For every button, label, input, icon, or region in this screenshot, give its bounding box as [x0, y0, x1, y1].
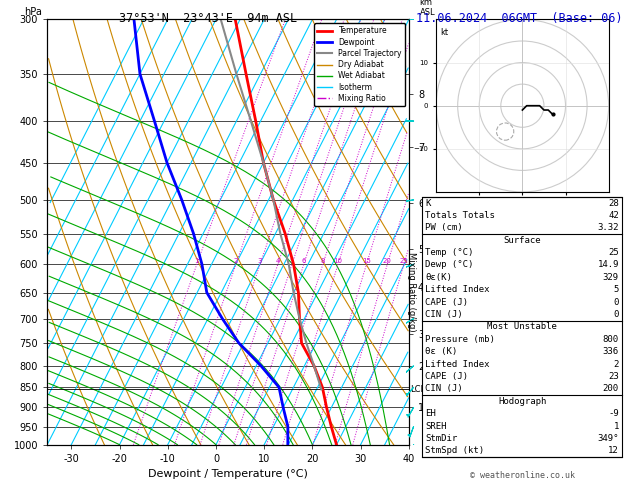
Text: 1: 1: [194, 258, 199, 264]
Text: 10: 10: [333, 258, 343, 264]
Text: kt: kt: [440, 28, 448, 37]
Text: θε(K): θε(K): [425, 273, 452, 282]
Legend: Temperature, Dewpoint, Parcel Trajectory, Dry Adiabat, Wet Adiabat, Isotherm, Mi: Temperature, Dewpoint, Parcel Trajectory…: [314, 23, 405, 106]
Text: CIN (J): CIN (J): [425, 310, 463, 319]
Text: 28: 28: [608, 198, 619, 208]
Text: Totals Totals: Totals Totals: [425, 211, 495, 220]
Text: 3: 3: [258, 258, 262, 264]
Text: km
ASL: km ASL: [420, 0, 435, 17]
Text: 4: 4: [276, 258, 280, 264]
Text: 3.32: 3.32: [598, 223, 619, 232]
Text: 2: 2: [234, 258, 238, 264]
Text: 0: 0: [613, 310, 619, 319]
Text: SREH: SREH: [425, 421, 447, 431]
Text: 37°53'N  23°43'E  94m ASL: 37°53'N 23°43'E 94m ASL: [118, 12, 297, 25]
Text: EH: EH: [425, 409, 436, 418]
Text: 1: 1: [613, 421, 619, 431]
Text: StmDir: StmDir: [425, 434, 457, 443]
Text: Hodograph: Hodograph: [498, 397, 546, 406]
Text: 25: 25: [399, 258, 408, 264]
Text: 8: 8: [321, 258, 325, 264]
Text: Dewp (°C): Dewp (°C): [425, 260, 474, 270]
Text: Pressure (mb): Pressure (mb): [425, 335, 495, 344]
Text: StmSpd (kt): StmSpd (kt): [425, 446, 484, 455]
Text: 42: 42: [608, 211, 619, 220]
Text: 200: 200: [603, 384, 619, 394]
Text: 12: 12: [608, 446, 619, 455]
Text: 14.9: 14.9: [598, 260, 619, 270]
Text: Temp (°C): Temp (°C): [425, 248, 474, 257]
Text: 25: 25: [608, 248, 619, 257]
Text: 15: 15: [362, 258, 371, 264]
Text: θε (K): θε (K): [425, 347, 457, 356]
Text: 20: 20: [383, 258, 392, 264]
Text: Lifted Index: Lifted Index: [425, 285, 490, 295]
Text: hPa: hPa: [24, 7, 42, 17]
Text: 349°: 349°: [598, 434, 619, 443]
Text: 5: 5: [613, 285, 619, 295]
Text: 336: 336: [603, 347, 619, 356]
Text: Most Unstable: Most Unstable: [487, 322, 557, 331]
Text: Surface: Surface: [503, 236, 541, 245]
Text: LCL: LCL: [410, 385, 425, 394]
Text: CAPE (J): CAPE (J): [425, 297, 468, 307]
Text: 11.06.2024  06GMT  (Base: 06): 11.06.2024 06GMT (Base: 06): [416, 12, 622, 25]
Text: 6: 6: [301, 258, 306, 264]
Text: -9: -9: [608, 409, 619, 418]
Text: Lifted Index: Lifted Index: [425, 360, 490, 369]
Text: 2: 2: [613, 360, 619, 369]
Text: 0: 0: [613, 297, 619, 307]
Text: Mixing Ratio (g/kg): Mixing Ratio (g/kg): [408, 252, 416, 331]
Text: PW (cm): PW (cm): [425, 223, 463, 232]
Text: 800: 800: [603, 335, 619, 344]
Text: 23: 23: [608, 372, 619, 381]
Text: 5: 5: [290, 258, 294, 264]
Text: 329: 329: [603, 273, 619, 282]
Text: CIN (J): CIN (J): [425, 384, 463, 394]
Text: CAPE (J): CAPE (J): [425, 372, 468, 381]
X-axis label: Dewpoint / Temperature (°C): Dewpoint / Temperature (°C): [148, 469, 308, 479]
Text: K: K: [425, 198, 431, 208]
Text: © weatheronline.co.uk: © weatheronline.co.uk: [470, 471, 574, 480]
